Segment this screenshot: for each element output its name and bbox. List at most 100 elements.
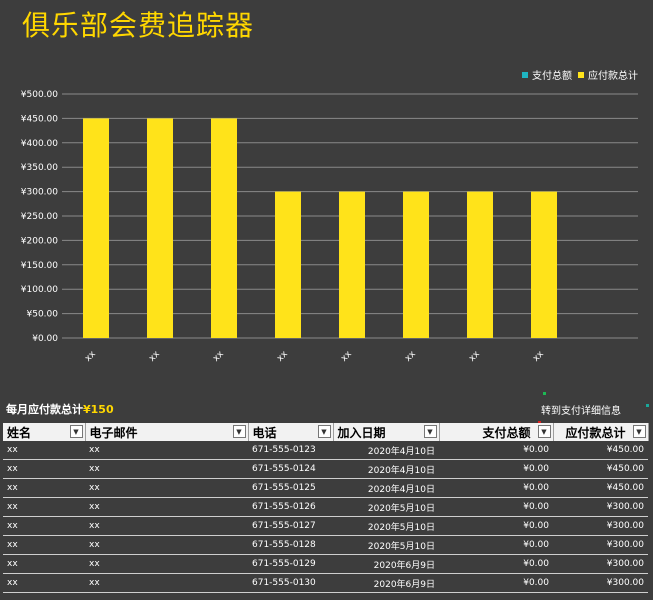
- x-tick-label: xx: [339, 349, 354, 364]
- cell-paid[interactable]: ¥0.00: [439, 573, 553, 593]
- cell-due[interactable]: ¥300.00: [553, 497, 648, 517]
- cell-email[interactable]: xx: [85, 554, 248, 574]
- cell-name[interactable]: xx: [3, 554, 85, 574]
- cell-due[interactable]: ¥300.00: [553, 573, 648, 593]
- y-tick-label: ¥150.00: [21, 261, 58, 271]
- cell-due[interactable]: ¥300.00: [553, 516, 648, 536]
- cell-paid[interactable]: ¥0.00: [439, 535, 553, 555]
- x-tick-label: xx: [147, 349, 162, 364]
- goto-payment-details-link[interactable]: 转到支付详细信息: [541, 406, 621, 417]
- cell-phone[interactable]: 671-555-0123: [248, 441, 333, 460]
- cell-due[interactable]: ¥300.00: [553, 535, 648, 555]
- table-row[interactable]: xx xx 671-555-0124 2020年4月10日 ¥0.00 ¥450.00: [3, 459, 648, 479]
- cell-phone[interactable]: 671-555-0129: [248, 554, 333, 574]
- col-header-paid: 支付总额 ▼: [439, 423, 554, 441]
- comment-marker-icon: [538, 421, 541, 424]
- cell-paid[interactable]: ¥0.00: [439, 497, 553, 517]
- cell-due[interactable]: ¥450.00: [553, 478, 648, 498]
- col-header-label: 支付总额: [482, 425, 531, 440]
- cell-phone[interactable]: 671-555-0127: [248, 516, 333, 536]
- dropdown-filter-icon[interactable]: ▼: [423, 425, 437, 438]
- table-row[interactable]: xx xx 671-555-0126 2020年5月10日 ¥0.00 ¥300.00: [3, 497, 648, 517]
- cell-name[interactable]: xx: [3, 497, 85, 517]
- cell-join-date[interactable]: 2020年6月9日: [333, 554, 439, 574]
- cell-phone[interactable]: 671-555-0130: [248, 573, 333, 593]
- cell-name[interactable]: xx: [3, 535, 85, 555]
- table-row[interactable]: xx xx 671-555-0129 2020年6月9日 ¥0.00 ¥300.00: [3, 554, 648, 574]
- cell-join-date[interactable]: 2020年5月10日: [333, 535, 439, 555]
- y-tick-label: ¥300.00: [21, 188, 58, 198]
- table-row[interactable]: xx xx 671-555-0128 2020年5月10日 ¥0.00 ¥300.00: [3, 535, 648, 555]
- cell-email[interactable]: xx: [85, 497, 248, 517]
- cell-join-date[interactable]: 2020年5月10日: [333, 497, 439, 517]
- monthly-due-value: ¥150: [83, 403, 114, 416]
- cell-email[interactable]: xx: [85, 573, 248, 593]
- y-tick-label: ¥0.00: [32, 334, 58, 344]
- table-row[interactable]: xx xx 671-555-0130 2020年6月9日 ¥0.00 ¥300.00: [3, 573, 648, 593]
- cell-phone[interactable]: 671-555-0126: [248, 497, 333, 517]
- cell-join-date[interactable]: 2020年4月10日: [333, 441, 439, 460]
- cell-paid[interactable]: ¥0.00: [439, 459, 553, 479]
- cell-phone[interactable]: 671-555-0124: [248, 459, 333, 479]
- bar-应付款总计: [403, 191, 429, 338]
- cell-due[interactable]: ¥450.00: [553, 441, 648, 460]
- chart-bars: [83, 118, 557, 339]
- cell-join-date[interactable]: 2020年4月10日: [333, 478, 439, 498]
- cell-join-date[interactable]: 2020年6月9日: [333, 573, 439, 593]
- cell-name[interactable]: xx: [3, 516, 85, 536]
- dropdown-filter-icon[interactable]: ▼: [632, 425, 646, 438]
- col-header-label: 加入日期: [337, 425, 386, 440]
- col-header-label: 应付款总计: [565, 425, 626, 440]
- y-tick-label: ¥450.00: [21, 114, 58, 124]
- cell-name[interactable]: xx: [3, 459, 85, 479]
- y-tick-label: ¥200.00: [21, 236, 58, 246]
- cell-name[interactable]: xx: [3, 573, 85, 593]
- cell-paid[interactable]: ¥0.00: [439, 478, 553, 498]
- legend-label: 支付总额: [532, 69, 572, 82]
- dropdown-filter-icon[interactable]: ▼: [317, 425, 331, 438]
- cell-join-date[interactable]: 2020年4月10日: [333, 459, 439, 479]
- legend-swatch: [522, 72, 528, 78]
- table-header-row: 姓名 ▼ 电子邮件 ▼ 电话 ▼ 加入日期 ▼ 支付总额 ▼ 应付款总计 ▼: [3, 423, 649, 441]
- cell-email[interactable]: xx: [85, 478, 248, 498]
- y-tick-label: ¥100.00: [21, 285, 58, 295]
- cell-phone[interactable]: 671-555-0128: [248, 535, 333, 555]
- cell-email[interactable]: xx: [85, 441, 248, 460]
- dropdown-filter-icon[interactable]: ▼: [69, 425, 83, 438]
- bar-应付款总计: [339, 191, 365, 338]
- cell-email[interactable]: xx: [85, 516, 248, 536]
- col-header-phone: 电话 ▼: [248, 423, 334, 441]
- bar-应付款总计: [275, 191, 301, 338]
- cell-paid[interactable]: ¥0.00: [439, 516, 553, 536]
- cell-email[interactable]: xx: [85, 459, 248, 479]
- cell-due[interactable]: ¥450.00: [553, 459, 648, 479]
- cell-due[interactable]: ¥300.00: [553, 554, 648, 574]
- legend-label: 应付款总计: [588, 69, 638, 82]
- col-header-label: 姓名: [7, 425, 32, 440]
- y-tick-label: ¥400.00: [21, 139, 58, 149]
- cell-paid[interactable]: ¥0.00: [439, 554, 553, 574]
- bar-应付款总计: [531, 191, 557, 338]
- monthly-due-summary: 每月应付款总计¥150: [6, 401, 114, 417]
- x-tick-label: xx: [83, 349, 98, 364]
- cell-marker-icon: [543, 392, 546, 395]
- cell-paid[interactable]: ¥0.00: [439, 441, 553, 460]
- legend-swatch: [578, 72, 584, 78]
- table-row[interactable]: xx xx 671-555-0127 2020年5月10日 ¥0.00 ¥300.00: [3, 516, 648, 536]
- cell-name[interactable]: xx: [3, 441, 85, 460]
- cell-email[interactable]: xx: [85, 535, 248, 555]
- dropdown-filter-icon[interactable]: ▼: [537, 425, 551, 438]
- table-row[interactable]: xx xx 671-555-0123 2020年4月10日 ¥0.00 ¥450.00: [3, 441, 648, 460]
- cell-phone[interactable]: 671-555-0125: [248, 478, 333, 498]
- col-header-due: 应付款总计 ▼: [553, 423, 649, 441]
- x-tick-label: xx: [403, 349, 418, 364]
- bar-应付款总计: [83, 118, 109, 339]
- bar-应付款总计: [211, 118, 237, 339]
- col-header-name: 姓名 ▼: [3, 423, 86, 441]
- table-row[interactable]: xx xx 671-555-0125 2020年4月10日 ¥0.00 ¥450.00: [3, 478, 648, 498]
- x-tick-label: xx: [211, 349, 226, 364]
- cell-join-date[interactable]: 2020年5月10日: [333, 516, 439, 536]
- col-header-join-date: 加入日期 ▼: [333, 423, 440, 441]
- cell-name[interactable]: xx: [3, 478, 85, 498]
- dropdown-filter-icon[interactable]: ▼: [232, 425, 246, 438]
